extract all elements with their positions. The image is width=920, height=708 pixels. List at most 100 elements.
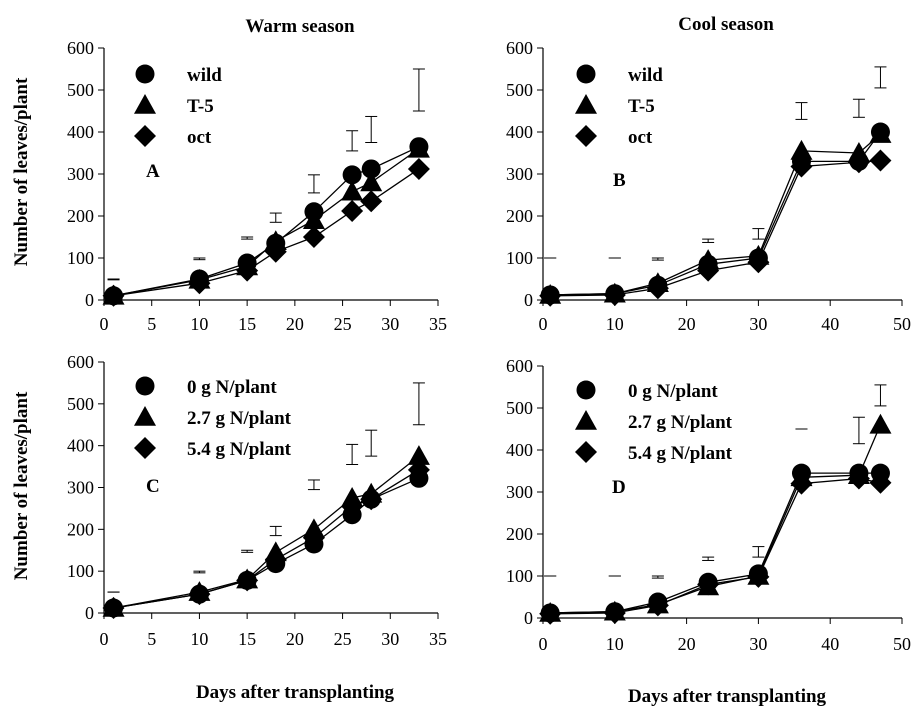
legend-marker-circle <box>576 380 596 400</box>
panel-a: 0 100 200 300 400 500 600 0 5 10 15 20 25 30 35 wild T-5… <box>67 38 447 334</box>
y-tick-label: 100 <box>67 561 94 581</box>
legend-marker-diamond <box>134 437 156 459</box>
y-tick-label: 200 <box>67 206 94 226</box>
legend-marker-diamond <box>134 125 156 147</box>
panel-b: 0 100 200 300 400 500 600 0 10 20 30 40 50 wild T-5 oct… <box>506 38 911 334</box>
error-bar <box>874 384 887 407</box>
error-bar <box>752 546 765 558</box>
data-point-t-5 <box>264 230 287 250</box>
y-tick-label: 400 <box>506 122 533 142</box>
error-bar <box>651 257 664 261</box>
y-tick-label: 300 <box>67 164 94 184</box>
data-point-5-4-g-n-plant <box>603 601 626 624</box>
data-point-oct <box>603 283 626 306</box>
error-bar <box>702 238 715 243</box>
legend-label: oct <box>628 127 653 148</box>
data-point-oct <box>264 240 287 263</box>
x-tick-label: 30 <box>749 634 767 654</box>
panel-label: A <box>146 161 160 182</box>
error-bar <box>241 236 254 240</box>
legend-marker-triangle <box>134 406 156 426</box>
panel-label: D <box>612 477 626 498</box>
y-axis-label-bottom: Number of leaves/plant <box>11 391 32 580</box>
x-tick-label: 15 <box>238 629 256 649</box>
y-tick-label: 600 <box>67 352 94 372</box>
x-tick-label: 0 <box>539 634 548 654</box>
y-tick-label: 200 <box>506 206 533 226</box>
data-point-5-4-g-n-plant <box>790 472 813 495</box>
data-point-oct <box>646 277 669 300</box>
legend-marker-circle <box>135 376 155 396</box>
x-tick-label: 35 <box>429 629 447 649</box>
legend-label: 5.4 g N/plant <box>628 443 733 464</box>
x-tick-label: 20 <box>286 629 304 649</box>
legend-label: 0 g N/plant <box>187 377 277 398</box>
legend-label: T-5 <box>187 96 214 117</box>
data-point-oct <box>188 272 211 295</box>
data-point-5-4-g-n-plant <box>188 583 211 606</box>
error-bar <box>241 549 254 553</box>
legend-marker-diamond <box>575 441 597 463</box>
data-point-oct <box>847 151 870 174</box>
error-bar <box>752 228 765 240</box>
error-bar <box>365 115 378 143</box>
data-point-oct <box>360 190 383 213</box>
legend-marker-diamond <box>575 125 597 147</box>
data-point-2-7-g-n-plant <box>869 413 892 434</box>
legend-label: wild <box>628 65 663 86</box>
x-tick-label: 10 <box>190 314 208 334</box>
error-bar <box>874 66 887 89</box>
data-point-oct <box>302 226 325 248</box>
y-tick-label: 0 <box>85 290 94 310</box>
x-tick-label: 10 <box>190 629 208 649</box>
data-point-oct <box>790 155 813 178</box>
data-point-oct <box>869 149 892 172</box>
legend: wild T-5 oct <box>134 64 222 148</box>
x-tick-label: 35 <box>429 314 447 334</box>
y-tick-label: 500 <box>67 80 94 100</box>
data-point-5-4-g-n-plant <box>539 602 562 625</box>
data-point-t-5 <box>697 249 720 269</box>
data-point-oct <box>407 157 430 180</box>
data-point-oct <box>341 199 364 222</box>
data-point-5-4-g-n-plant <box>102 596 125 619</box>
data-point-t-5 <box>360 171 383 192</box>
data-point-5-4-g-n-plant <box>236 569 259 592</box>
x-tick-label: 50 <box>893 634 911 654</box>
y-tick-label: 400 <box>506 440 533 460</box>
legend-label: 2.7 g N/plant <box>187 408 292 429</box>
column-title-cool: Cool season <box>678 14 774 35</box>
x-tick-label: 50 <box>893 314 911 334</box>
legend-marker-circle <box>576 64 596 84</box>
error-bar <box>412 382 425 426</box>
x-tick-label: 40 <box>821 314 839 334</box>
error-bar <box>852 98 865 118</box>
data-point-t-5 <box>407 137 430 158</box>
error-bar <box>852 416 865 445</box>
y-tick-label: 500 <box>67 394 94 414</box>
x-tick-label: 30 <box>381 629 399 649</box>
y-tick-label: 600 <box>67 38 94 58</box>
legend-marker-triangle <box>575 410 597 430</box>
y-axis-label-top: Number of leaves/plant <box>11 77 32 266</box>
x-tick-label: 10 <box>606 314 624 334</box>
y-tick-label: 600 <box>506 356 533 376</box>
error-bar <box>702 556 715 561</box>
y-tick-label: 100 <box>506 248 533 268</box>
error-bar <box>346 130 359 152</box>
legend-marker-triangle <box>134 94 156 114</box>
error-bar <box>307 174 320 194</box>
error-bar <box>269 525 282 537</box>
data-point-5-4-g-n-plant <box>341 495 364 518</box>
x-tick-label: 10 <box>606 634 624 654</box>
x-tick-label: 0 <box>100 629 109 649</box>
error-bar <box>651 575 664 579</box>
data-point-5-4-g-n-plant <box>360 488 383 511</box>
y-tick-label: 0 <box>524 608 533 628</box>
legend-label: 5.4 g N/plant <box>187 439 292 460</box>
x-tick-label: 25 <box>334 629 352 649</box>
y-tick-label: 300 <box>506 164 533 184</box>
y-tick-label: 400 <box>67 436 94 456</box>
series-line-oct <box>550 159 881 297</box>
